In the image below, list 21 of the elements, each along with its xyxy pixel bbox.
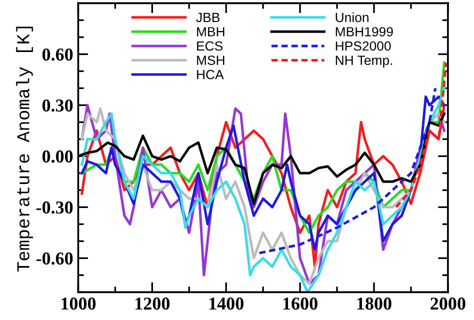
y-tick-label: -0.60 xyxy=(36,252,73,265)
x-tick-label: 1800 xyxy=(357,298,392,310)
legend-label: MSH xyxy=(197,56,224,65)
x-tick-label: 1600 xyxy=(283,298,318,310)
legend-label: NH Temp. xyxy=(336,56,392,68)
legend-label: ECS xyxy=(197,41,223,51)
y-tick-label: 0.00 xyxy=(42,150,73,163)
y-tick-label: 0.60 xyxy=(42,48,73,61)
x-tick-label: 1200 xyxy=(136,298,170,310)
legend-label: MBH1999 xyxy=(336,27,393,36)
y-axis-title: Temperature Anomaly [K] xyxy=(16,26,33,272)
legend-label: Union xyxy=(336,12,368,22)
x-tick-label: 1000 xyxy=(62,298,96,310)
y-tick-label: 0.30 xyxy=(42,99,73,112)
legend-label: HCA xyxy=(197,70,224,80)
legend-label: JBB xyxy=(196,12,220,22)
x-tick-label: 2000 xyxy=(430,298,466,310)
legend-label: MBH xyxy=(197,27,224,36)
y-tick-label: -0.30 xyxy=(36,201,73,214)
x-tick-label: 1400 xyxy=(209,298,244,310)
legend-label: HPS2000 xyxy=(336,41,391,51)
